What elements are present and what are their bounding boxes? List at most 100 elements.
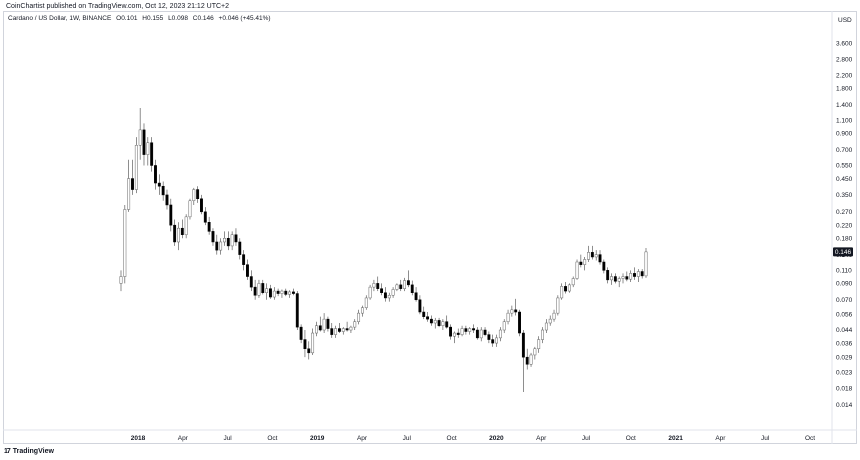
candle-body-up	[230, 234, 234, 247]
tradingview-footer[interactable]: 17 TradingView	[4, 448, 54, 455]
y-tick-label: 0.900	[836, 131, 853, 138]
candle-body-down	[602, 261, 606, 271]
candle	[575, 259, 579, 280]
candle	[426, 312, 430, 322]
candle	[295, 291, 299, 331]
candle-body-up	[219, 241, 223, 251]
candle-body-down	[518, 311, 521, 334]
candle-body-down	[238, 241, 242, 255]
time-axis: 2018 Apr Jul Oct 2019 Apr Jul Oct 2020 Apr Jul Oct 2…	[131, 435, 815, 442]
candle	[161, 181, 165, 201]
candle-body-up	[138, 129, 142, 146]
candle	[192, 187, 196, 205]
candle-body-up	[510, 309, 514, 314]
candle	[606, 267, 610, 284]
y-tick-label: 0.090	[836, 281, 853, 288]
candle	[353, 319, 357, 331]
candles-layer	[119, 107, 648, 392]
candle	[364, 295, 368, 310]
y-tick-label: 0.350	[836, 192, 853, 199]
candle	[498, 327, 502, 342]
y-tick-label: 0.070	[836, 297, 853, 304]
candle	[253, 279, 257, 300]
x-tick-label: Apr	[536, 435, 547, 442]
candle-body-up	[387, 295, 391, 299]
candle	[280, 289, 284, 298]
candle-body-down	[422, 311, 426, 317]
candle	[418, 295, 422, 315]
candle	[460, 325, 464, 337]
candle	[257, 279, 261, 298]
candle	[341, 327, 345, 335]
candle-body-down	[226, 237, 230, 247]
candle-body-down	[284, 290, 288, 295]
candle-body-down	[261, 283, 265, 293]
candle-body-up	[621, 276, 625, 279]
candle-body-up	[177, 227, 180, 243]
candle	[644, 247, 648, 278]
candle-body-up	[587, 252, 590, 260]
candle-body-down	[376, 283, 380, 289]
candle	[510, 305, 514, 317]
candle-body-up	[360, 307, 364, 314]
candle	[299, 324, 303, 344]
candle	[127, 159, 131, 212]
candle	[165, 189, 169, 210]
candle-body-down	[169, 204, 173, 226]
candle	[169, 198, 173, 232]
x-tick-label: 2020	[489, 435, 504, 442]
candle	[303, 330, 307, 358]
candle	[119, 270, 123, 292]
candle	[613, 273, 617, 284]
candle-body-down	[234, 234, 238, 243]
x-tick-label: 2019	[310, 435, 325, 442]
y-tick-label: 0.550	[836, 163, 853, 170]
candle-body-up	[629, 273, 633, 280]
x-tick-label: Apr	[178, 435, 189, 442]
candle-body-down	[295, 293, 299, 328]
y-tick-label: 0.220	[836, 222, 853, 229]
candle	[368, 284, 372, 300]
candle-body-up	[502, 321, 506, 331]
candle	[249, 270, 253, 292]
candle	[636, 269, 640, 282]
candle	[414, 287, 418, 302]
candle-body-down	[464, 328, 468, 332]
candle-body-down	[196, 189, 200, 200]
candle	[541, 327, 544, 344]
candle	[173, 219, 177, 246]
candle	[491, 334, 495, 347]
candle-body-down	[472, 328, 475, 331]
candle-body-up	[644, 251, 648, 277]
x-tick-label: Jul	[761, 435, 770, 442]
candle-body-down	[491, 339, 495, 344]
candle	[429, 315, 433, 326]
candle	[399, 279, 403, 292]
candle-body-up	[188, 200, 192, 218]
candle	[617, 276, 621, 288]
candle	[334, 325, 338, 338]
candle-body-down	[598, 254, 602, 263]
candle	[571, 276, 575, 288]
candle	[123, 204, 127, 284]
candle	[269, 284, 272, 299]
symbol-label[interactable]: Cardano / US Dollar, 1W, BINANCE	[8, 15, 112, 22]
candle	[150, 137, 154, 172]
candle-body-down	[161, 185, 165, 196]
candle	[177, 222, 180, 251]
candle-body-up	[460, 328, 464, 335]
candle-body-up	[495, 337, 498, 344]
candle-body-up	[134, 145, 138, 190]
candle-body-up	[560, 286, 564, 299]
candle-body-down	[173, 224, 177, 243]
candle	[230, 231, 234, 251]
candle	[219, 238, 223, 255]
y-tick-label: 0.180	[836, 235, 853, 242]
candle	[180, 219, 184, 239]
candle	[449, 324, 452, 340]
candle-body-up	[311, 332, 315, 354]
published-caption: CoinChartist published on TradingView.co…	[6, 3, 230, 10]
candle	[200, 194, 203, 215]
candle-body-up	[127, 178, 131, 210]
